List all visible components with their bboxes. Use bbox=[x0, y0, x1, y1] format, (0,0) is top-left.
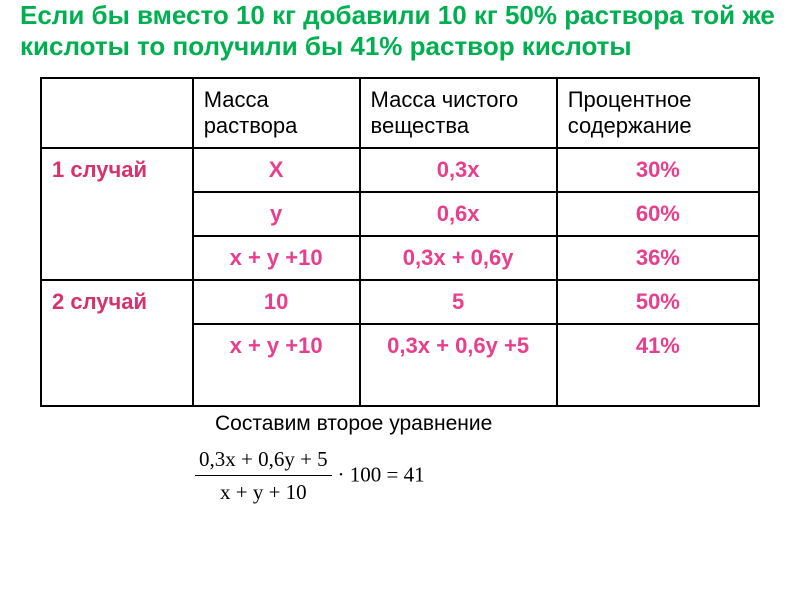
header-pure: Масса чистого вещества bbox=[360, 78, 557, 148]
fraction-bar bbox=[195, 475, 332, 476]
equation-label: Составим второе уравнение bbox=[215, 410, 735, 438]
fraction-numerator: 0,3x + 0,6y + 5 bbox=[195, 445, 332, 473]
case2-label: 2 случай bbox=[41, 280, 193, 406]
cell-pct: 36% bbox=[557, 236, 759, 280]
table-header-row: Масса раствора Масса чистого вещества Пр… bbox=[41, 78, 759, 148]
cell-pure: 0,6x bbox=[360, 192, 557, 236]
cell-mass: x + y +10 bbox=[193, 324, 360, 406]
fraction: 0,3x + 0,6y + 5 x + y + 10 bbox=[195, 445, 332, 507]
cell-pure: 0,3x + 0,6y bbox=[360, 236, 557, 280]
cell-mass: 10 bbox=[193, 280, 360, 324]
cell-pure: 0,3x + 0,6y +5 bbox=[360, 324, 557, 406]
table-container: Масса раствора Масса чистого вещества Пр… bbox=[0, 77, 800, 407]
cell-pure: 5 bbox=[360, 280, 557, 324]
header-percent: Процентное содержание bbox=[557, 78, 759, 148]
equation-tail: · 100 = 41 bbox=[338, 462, 425, 486]
cell-pure: 0,3x bbox=[360, 148, 557, 192]
equation-overlay: Составим второе уравнение 0,3x + 0,6y + … bbox=[195, 410, 735, 506]
fraction-denominator: x + y + 10 bbox=[195, 478, 332, 506]
case1-label: 1 случай bbox=[41, 148, 193, 280]
cell-pct: 30% bbox=[557, 148, 759, 192]
page-title: Если бы вместо 10 кг добавили 10 кг 50% … bbox=[0, 0, 800, 77]
cell-mass: x + y +10 bbox=[193, 236, 360, 280]
equation-formula: 0,3x + 0,6y + 5 x + y + 10 · 100 = 41 bbox=[195, 445, 735, 507]
header-mass: Масса раствора bbox=[193, 78, 360, 148]
cell-pct: 60% bbox=[557, 192, 759, 236]
table-row: 2 случай 10 5 50% bbox=[41, 280, 759, 324]
cell-mass: y bbox=[193, 192, 360, 236]
table-row: 1 случай X 0,3x 30% bbox=[41, 148, 759, 192]
solution-table: Масса раствора Масса чистого вещества Пр… bbox=[40, 77, 760, 407]
header-blank bbox=[41, 78, 193, 148]
cell-mass: X bbox=[193, 148, 360, 192]
cell-pct: 50% bbox=[557, 280, 759, 324]
cell-pct: 41% bbox=[557, 324, 759, 406]
